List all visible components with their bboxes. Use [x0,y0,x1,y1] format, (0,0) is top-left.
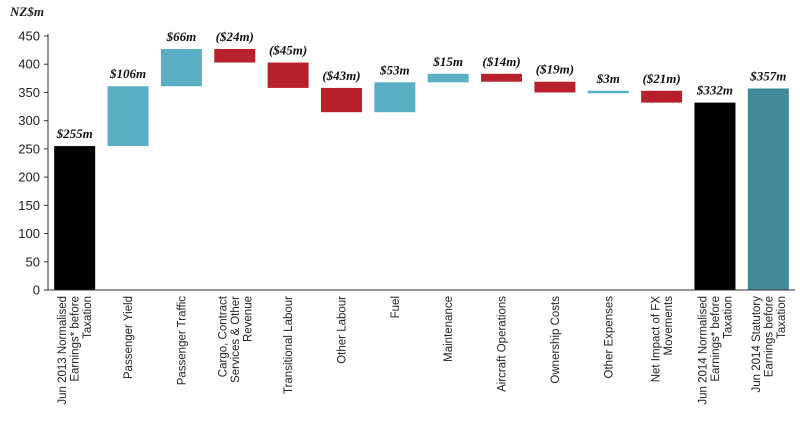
x-tick-label: Net Impact of FXMovements [650,296,675,383]
x-tick-label: Jun 2014 StatutoryEarnings beforeTaxatio… [751,296,788,393]
bars-group [54,48,789,290]
x-tick-line: Passenger Yield [123,296,135,379]
x-tick-line: Cargo, Contract [217,295,229,377]
x-axis: Jun 2013 NormalisedEarnings* beforeTaxat… [48,289,795,405]
x-tick-text: Aircraft Operations [497,296,509,392]
y-tick-label: 100 [18,226,40,241]
y-tick-label: 150 [18,198,40,213]
x-tick-text: Passenger Yield [123,296,135,379]
x-tick-text: Jun 2013 NormalisedEarnings* beforeTaxat… [57,296,94,405]
bar-increase [427,73,469,83]
x-tick-text: Jun 2014 NormalisedEarnings* beforeTaxat… [697,296,734,405]
bar-decrease [267,62,309,88]
x-tick-label: Passenger Traffic [176,296,188,386]
data-label: ($45m) [269,43,307,58]
y-axis: 0 50 100 150 200 250 300 350 400 450 [18,29,49,298]
x-tick-line: Earnings* before [710,296,722,382]
data-labels-group: $255m $106m $66m ($24m) ($45m) ($43m) $53m $15m… [56,29,787,141]
bar-decrease [481,73,523,82]
x-tick-text: Fuel [390,296,402,318]
x-tick-label: Cargo, ContractServices & OtherRevenue [217,295,254,383]
x-tick-line: Movements [663,296,675,356]
x-tick-line: Net Impact of FX [650,296,662,383]
bar-total [747,88,789,290]
x-tick-label: Passenger Yield [123,296,135,379]
x-tick-line: Ownership Costs [550,296,562,384]
x-tick-text: Maintenance [443,296,455,362]
x-tick-label: Other Labour [336,296,348,364]
data-label: $332m [696,83,733,98]
x-tick-label: Maintenance [443,296,455,362]
data-label: $255m [56,126,93,141]
x-tick-line: Other Expenses [603,296,615,379]
x-tick-line: Jun 2013 Normalised [57,296,69,405]
y-tick-label: 200 [18,170,40,185]
y-tick-label: 350 [18,85,40,100]
data-label: $66m [166,29,197,44]
x-tick-line: Services & Other [230,296,242,383]
x-tick-line: Other Labour [336,296,348,364]
x-tick-line: Revenue [242,296,254,342]
y-tick-label: 50 [26,254,40,269]
data-label: $357m [749,68,786,83]
data-label: $53m [379,62,410,77]
x-tick-label: Other Expenses [603,296,615,379]
x-tick-label: Jun 2013 NormalisedEarnings* beforeTaxat… [57,296,94,405]
x-tick-text: Jun 2014 StatutoryEarnings beforeTaxatio… [751,296,788,393]
y-tick-label: 300 [18,113,40,128]
x-tick-line: Taxation [82,296,94,339]
x-tick-text: Transitional Labour [283,296,295,394]
x-tick-label: Aircraft Operations [497,296,509,392]
bar-decrease [320,87,362,113]
data-label: ($21m) [642,71,680,86]
x-tick-line: Fuel [390,296,402,318]
bar-decrease [641,90,683,103]
x-tick-line: Taxation [776,296,788,339]
data-label: ($19m) [536,62,574,77]
data-label: $15m [432,54,463,69]
x-tick-label: Fuel [390,296,402,318]
x-tick-line: Aircraft Operations [497,296,509,392]
x-tick-line: Jun 2014 Normalised [697,296,709,405]
x-tick-line: Maintenance [443,296,455,362]
data-label: ($43m) [322,68,360,83]
x-tick-line: Taxation [722,296,734,339]
data-label: $106m [109,66,146,81]
x-tick-text: Passenger Traffic [176,296,188,386]
bar-increase [587,90,629,94]
x-tick-text: Net Impact of FXMovements [650,296,675,383]
unit-label: NZ$m [9,4,44,19]
bar-decrease [214,48,256,63]
y-tick-label: 450 [18,29,40,44]
x-tick-text: Other Labour [336,296,348,364]
data-label: ($24m) [216,29,254,44]
x-tick-label: Ownership Costs [550,296,562,384]
data-label: $3m [596,71,620,86]
y-tick-label: 400 [18,57,40,72]
x-tick-line: Earnings before [763,296,775,377]
data-label: ($14m) [482,54,520,69]
x-tick-line: Passenger Traffic [176,296,188,386]
x-tick-text: Other Expenses [603,296,615,379]
bar-increase [374,82,416,113]
bar-decrease [534,81,576,93]
bar-total [694,102,736,290]
bar-total [54,146,96,290]
y-tick-label: 0 [33,283,40,298]
x-tick-label: Jun 2014 NormalisedEarnings* beforeTaxat… [697,296,734,405]
y-tick-label: 250 [18,141,40,156]
x-tick-text: Cargo, ContractServices & OtherRevenue [217,295,254,383]
bar-increase [160,48,202,87]
x-tick-line: Earnings* before [70,296,82,382]
x-tick-text: Ownership Costs [550,296,562,384]
x-tick-line: Transitional Labour [283,296,295,394]
x-tick-label: Transitional Labour [283,296,295,394]
bar-increase [107,86,149,147]
x-tick-line: Jun 2014 Statutory [751,296,763,393]
